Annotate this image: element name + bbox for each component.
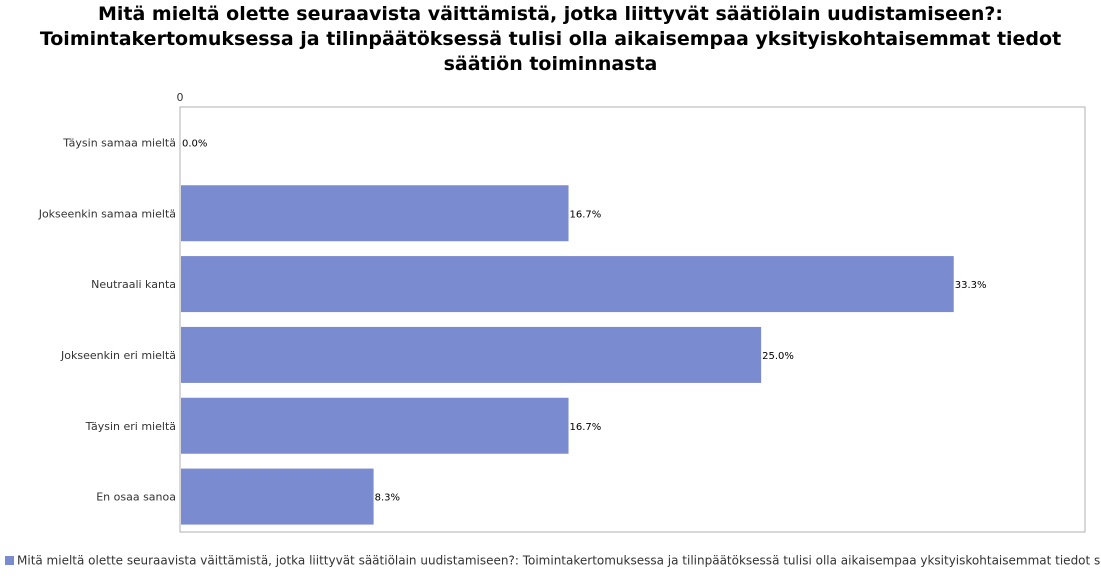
- category-label: Täysin samaa mieltä: [62, 136, 176, 149]
- legend-label: Mitä mieltä olette seuraavista väittämis…: [17, 553, 1101, 568]
- chart-title-line-1: Mitä mieltä olette seuraavista väittämis…: [97, 3, 1004, 25]
- data-label: 0.0%: [182, 138, 207, 149]
- chart-title-line-3: säätiön toiminnasta: [443, 53, 658, 75]
- bar: [181, 326, 762, 383]
- plot-frame: [179, 106, 1086, 533]
- data-label: 16.7%: [570, 422, 602, 433]
- data-label: 16.7%: [570, 209, 602, 220]
- data-label: 25.0%: [762, 351, 794, 362]
- category-label: Jokseenkin samaa mieltä: [38, 207, 176, 220]
- data-label: 33.3%: [955, 280, 987, 291]
- x-axis-tick-label: 0: [177, 91, 184, 104]
- category-label: Jokseenkin eri mieltä: [60, 349, 176, 362]
- chart-title: Mitä mieltä olette seuraavista väittämis…: [0, 2, 1101, 77]
- chart-title-line-2: Toimintakertomuksessa ja tilinpäätöksess…: [39, 28, 1062, 50]
- category-label: En osaa sanoa: [96, 491, 176, 504]
- bar: [181, 468, 374, 525]
- legend-swatch: [5, 556, 14, 565]
- bar: [181, 397, 569, 454]
- data-label: 8.3%: [375, 493, 400, 504]
- bar: [181, 256, 954, 313]
- category-label: Neutraali kanta: [91, 278, 176, 291]
- bar: [181, 185, 569, 242]
- chart-legend: Mitä mieltä olette seuraavista väittämis…: [5, 553, 1101, 573]
- category-label: Täysin eri mieltä: [85, 420, 176, 433]
